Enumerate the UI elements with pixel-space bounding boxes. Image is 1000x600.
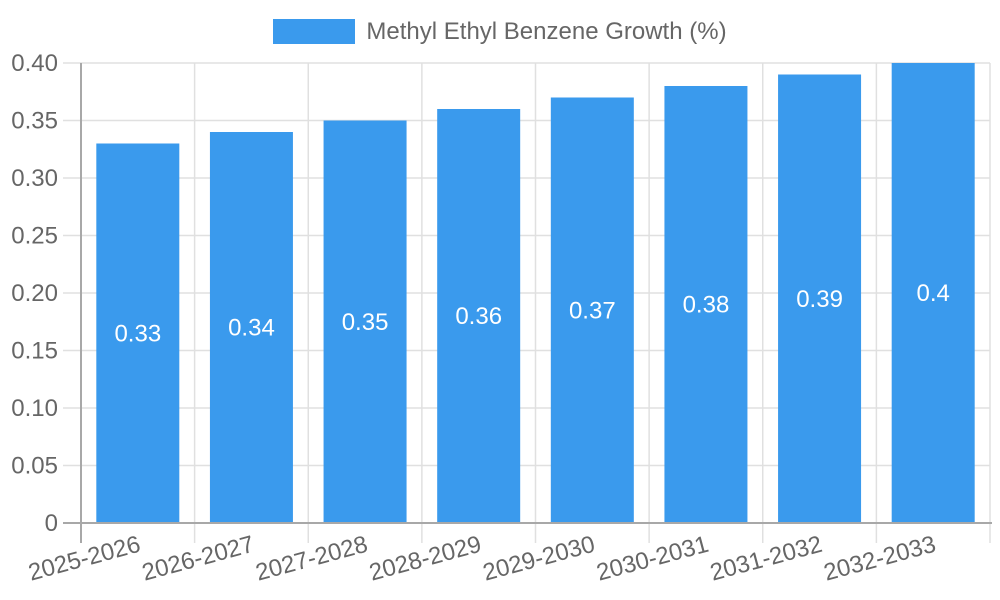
y-axis-label: 0.25 <box>11 223 58 250</box>
x-axis-label: 2031-2032 <box>707 531 825 587</box>
y-axis-label: 0 <box>45 510 58 537</box>
bar-value-label: 0.36 <box>455 303 502 330</box>
bar-value-label: 0.33 <box>114 320 161 347</box>
bar-2031-2032[interactable] <box>778 74 862 523</box>
bar-value-label: 0.34 <box>228 315 275 342</box>
bar-value-label: 0.35 <box>342 309 389 336</box>
bar-2027-2028[interactable] <box>323 120 407 523</box>
bar-2028-2029[interactable] <box>437 109 521 522</box>
y-axis-label: 0.30 <box>11 165 58 192</box>
x-axis-label: 2032-2033 <box>821 531 939 587</box>
x-axis-label: 2026-2027 <box>139 531 257 587</box>
bar-value-label: 0.37 <box>569 297 616 324</box>
bar-2032-2033[interactable] <box>891 63 975 522</box>
x-axis-label: 2029-2030 <box>480 531 598 587</box>
y-axis-label: 0.10 <box>11 395 58 422</box>
bar-2030-2031[interactable] <box>664 86 748 522</box>
bar-value-label: 0.4 <box>917 280 950 307</box>
x-axis-label: 2027-2028 <box>253 531 371 587</box>
bar-2029-2030[interactable] <box>550 97 634 523</box>
x-axis-label: 2025-2026 <box>26 531 144 587</box>
bar-value-label: 0.39 <box>796 286 843 313</box>
legend-color-swatch <box>273 19 356 44</box>
y-axis-label: 0.40 <box>11 50 58 77</box>
y-axis-label: 0.15 <box>11 338 58 365</box>
bar-2025-2026[interactable] <box>96 143 180 523</box>
y-axis-label: 0.35 <box>11 108 58 135</box>
legend-label: Methyl Ethyl Benzene Growth (%) <box>366 18 727 45</box>
y-axis-label: 0.05 <box>11 453 58 480</box>
bar-value-label: 0.38 <box>683 292 730 319</box>
y-axis-label: 0.20 <box>11 280 58 307</box>
x-axis-label: 2028-2029 <box>366 531 484 587</box>
x-axis-label: 2030-2031 <box>594 531 712 587</box>
chart-legend[interactable]: Methyl Ethyl Benzene Growth (%) <box>0 19 1000 44</box>
bar-2026-2027[interactable] <box>209 132 293 522</box>
